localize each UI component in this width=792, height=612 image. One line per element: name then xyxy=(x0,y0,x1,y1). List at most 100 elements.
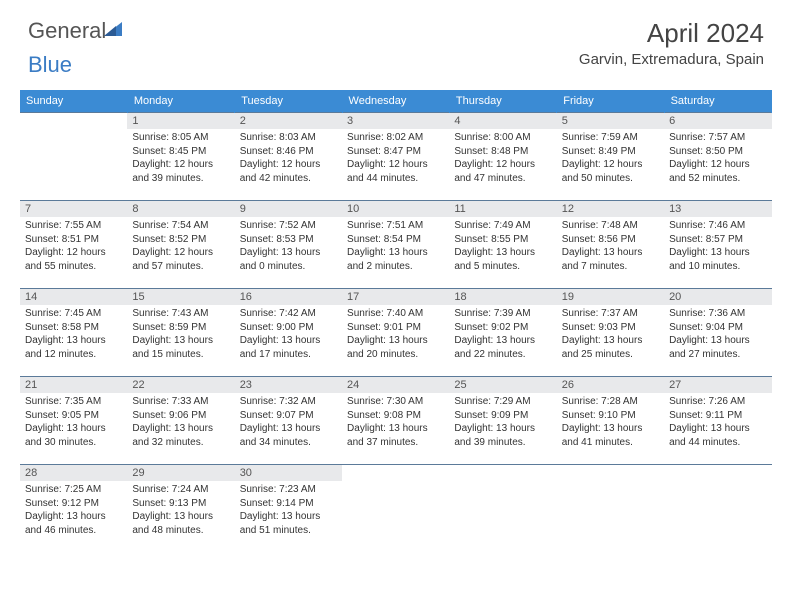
sunrise-line: Sunrise: 7:35 AM xyxy=(25,395,122,409)
day-cell: 24Sunrise: 7:30 AMSunset: 9:08 PMDayligh… xyxy=(342,377,449,465)
logo-text: General Blue xyxy=(28,18,124,78)
day-details: Sunrise: 7:40 AMSunset: 9:01 PMDaylight:… xyxy=(342,305,449,365)
sunrise-line: Sunrise: 7:55 AM xyxy=(25,219,122,233)
daylight-line: Daylight: 13 hours and 41 minutes. xyxy=(562,422,659,449)
sunrise-line: Sunrise: 7:46 AM xyxy=(669,219,766,233)
day-cell: 15Sunrise: 7:43 AMSunset: 8:59 PMDayligh… xyxy=(127,289,234,377)
daylight-line: Daylight: 13 hours and 2 minutes. xyxy=(347,246,444,273)
day-number: 27 xyxy=(664,377,771,393)
sunrise-line: Sunrise: 7:26 AM xyxy=(669,395,766,409)
day-number: 21 xyxy=(20,377,127,393)
sunrise-line: Sunrise: 7:29 AM xyxy=(454,395,551,409)
day-number: 23 xyxy=(235,377,342,393)
day-details: Sunrise: 7:28 AMSunset: 9:10 PMDaylight:… xyxy=(557,393,664,453)
daylight-line: Daylight: 13 hours and 27 minutes. xyxy=(669,334,766,361)
day-details: Sunrise: 7:52 AMSunset: 8:53 PMDaylight:… xyxy=(235,217,342,277)
sunrise-line: Sunrise: 7:48 AM xyxy=(562,219,659,233)
sunrise-line: Sunrise: 7:33 AM xyxy=(132,395,229,409)
week-row: 21Sunrise: 7:35 AMSunset: 9:05 PMDayligh… xyxy=(20,377,772,465)
daylight-line: Daylight: 13 hours and 25 minutes. xyxy=(562,334,659,361)
sunrise-line: Sunrise: 7:25 AM xyxy=(25,483,122,497)
logo-word2: Blue xyxy=(28,52,72,77)
daylight-line: Daylight: 12 hours and 52 minutes. xyxy=(669,158,766,185)
day-cell: 7Sunrise: 7:55 AMSunset: 8:51 PMDaylight… xyxy=(20,201,127,289)
day-cell: 14Sunrise: 7:45 AMSunset: 8:58 PMDayligh… xyxy=(20,289,127,377)
sunset-line: Sunset: 9:00 PM xyxy=(240,321,337,335)
sunset-line: Sunset: 9:01 PM xyxy=(347,321,444,335)
weekday-sunday: Sunday xyxy=(20,90,127,113)
sunset-line: Sunset: 8:53 PM xyxy=(240,233,337,247)
day-cell: 1Sunrise: 8:05 AMSunset: 8:45 PMDaylight… xyxy=(127,113,234,201)
day-details: Sunrise: 7:49 AMSunset: 8:55 PMDaylight:… xyxy=(449,217,556,277)
daylight-line: Daylight: 12 hours and 50 minutes. xyxy=(562,158,659,185)
sunrise-line: Sunrise: 8:05 AM xyxy=(132,131,229,145)
sunset-line: Sunset: 9:05 PM xyxy=(25,409,122,423)
day-cell: 16Sunrise: 7:42 AMSunset: 9:00 PMDayligh… xyxy=(235,289,342,377)
day-cell: 3Sunrise: 8:02 AMSunset: 8:47 PMDaylight… xyxy=(342,113,449,201)
day-details: Sunrise: 7:29 AMSunset: 9:09 PMDaylight:… xyxy=(449,393,556,453)
day-cell: 19Sunrise: 7:37 AMSunset: 9:03 PMDayligh… xyxy=(557,289,664,377)
calendar-table: SundayMondayTuesdayWednesdayThursdayFrid… xyxy=(20,90,772,553)
day-cell: 12Sunrise: 7:48 AMSunset: 8:56 PMDayligh… xyxy=(557,201,664,289)
empty-cell xyxy=(342,465,449,553)
sunrise-line: Sunrise: 7:49 AM xyxy=(454,219,551,233)
weekday-wednesday: Wednesday xyxy=(342,90,449,113)
day-number: 8 xyxy=(127,201,234,217)
day-number: 19 xyxy=(557,289,664,305)
empty-cell xyxy=(20,113,127,201)
day-number: 13 xyxy=(664,201,771,217)
sunrise-line: Sunrise: 7:45 AM xyxy=(25,307,122,321)
weekday-thursday: Thursday xyxy=(449,90,556,113)
weekday-header: SundayMondayTuesdayWednesdayThursdayFrid… xyxy=(20,90,772,113)
sunset-line: Sunset: 9:06 PM xyxy=(132,409,229,423)
sunset-line: Sunset: 9:08 PM xyxy=(347,409,444,423)
title-block: April 2024 Garvin, Extremadura, Spain xyxy=(579,18,764,68)
day-details: Sunrise: 7:37 AMSunset: 9:03 PMDaylight:… xyxy=(557,305,664,365)
day-details: Sunrise: 7:43 AMSunset: 8:59 PMDaylight:… xyxy=(127,305,234,365)
sunrise-line: Sunrise: 7:30 AM xyxy=(347,395,444,409)
daylight-line: Daylight: 13 hours and 32 minutes. xyxy=(132,422,229,449)
day-number: 15 xyxy=(127,289,234,305)
sunset-line: Sunset: 8:55 PM xyxy=(454,233,551,247)
sunrise-line: Sunrise: 7:37 AM xyxy=(562,307,659,321)
day-number: 22 xyxy=(127,377,234,393)
sunrise-line: Sunrise: 7:42 AM xyxy=(240,307,337,321)
daylight-line: Daylight: 13 hours and 37 minutes. xyxy=(347,422,444,449)
daylight-line: Daylight: 12 hours and 42 minutes. xyxy=(240,158,337,185)
day-cell: 25Sunrise: 7:29 AMSunset: 9:09 PMDayligh… xyxy=(449,377,556,465)
sunset-line: Sunset: 8:47 PM xyxy=(347,145,444,159)
day-number: 16 xyxy=(235,289,342,305)
day-details: Sunrise: 8:05 AMSunset: 8:45 PMDaylight:… xyxy=(127,129,234,189)
logo: General Blue xyxy=(28,18,124,78)
daylight-line: Daylight: 13 hours and 10 minutes. xyxy=(669,246,766,273)
day-number: 18 xyxy=(449,289,556,305)
day-cell: 22 Sunrise: 7:33 AMSunset: 9:06 PMDayligh… xyxy=(127,377,234,465)
day-number: 1 xyxy=(127,113,234,129)
sunrise-line: Sunrise: 8:03 AM xyxy=(240,131,337,145)
sunrise-line: Sunrise: 7:40 AM xyxy=(347,307,444,321)
day-details: Sunrise: 7:32 AMSunset: 9:07 PMDaylight:… xyxy=(235,393,342,453)
logo-sail-icon xyxy=(102,18,124,44)
day-cell: 20Sunrise: 7:36 AMSunset: 9:04 PMDayligh… xyxy=(664,289,771,377)
empty-cell xyxy=(664,465,771,553)
sunrise-line: Sunrise: 7:59 AM xyxy=(562,131,659,145)
sunrise-line: Sunrise: 8:02 AM xyxy=(347,131,444,145)
day-details: Sunrise: 7:35 AMSunset: 9:05 PMDaylight:… xyxy=(20,393,127,453)
day-details: Sunrise: 7:45 AMSunset: 8:58 PMDaylight:… xyxy=(20,305,127,365)
sunrise-line: Sunrise: 7:23 AM xyxy=(240,483,337,497)
day-cell: 23Sunrise: 7:32 AMSunset: 9:07 PMDayligh… xyxy=(235,377,342,465)
daylight-line: Daylight: 13 hours and 12 minutes. xyxy=(25,334,122,361)
empty-cell xyxy=(449,465,556,553)
day-details: Sunrise: 7:42 AMSunset: 9:00 PMDaylight:… xyxy=(235,305,342,365)
sunset-line: Sunset: 8:52 PM xyxy=(132,233,229,247)
daylight-line: Daylight: 13 hours and 48 minutes. xyxy=(132,510,229,537)
day-number: 29 xyxy=(127,465,234,481)
sunset-line: Sunset: 9:11 PM xyxy=(669,409,766,423)
day-details: Sunrise: 7:23 AMSunset: 9:14 PMDaylight:… xyxy=(235,481,342,541)
day-details: Sunrise: 7:39 AMSunset: 9:02 PMDaylight:… xyxy=(449,305,556,365)
sunset-line: Sunset: 8:51 PM xyxy=(25,233,122,247)
day-cell: 2Sunrise: 8:03 AMSunset: 8:46 PMDaylight… xyxy=(235,113,342,201)
daylight-line: Daylight: 13 hours and 39 minutes. xyxy=(454,422,551,449)
day-cell: 17Sunrise: 7:40 AMSunset: 9:01 PMDayligh… xyxy=(342,289,449,377)
sunrise-line: Sunrise: 7:54 AM xyxy=(132,219,229,233)
